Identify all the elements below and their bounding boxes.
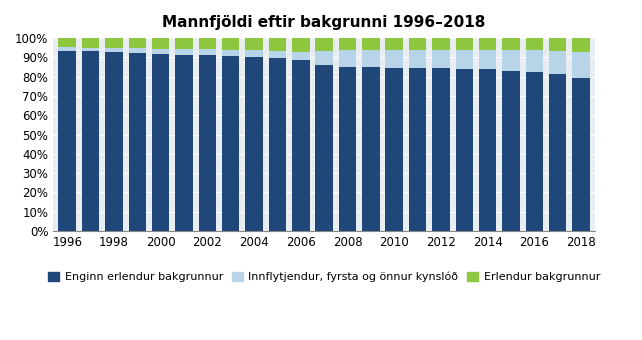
Bar <box>315 38 333 51</box>
Bar <box>526 72 543 231</box>
Bar <box>479 38 496 50</box>
Bar <box>128 48 146 53</box>
Bar <box>175 49 193 54</box>
Bar <box>502 71 520 231</box>
Bar <box>245 57 263 231</box>
Bar <box>222 56 239 231</box>
Bar <box>315 51 333 65</box>
Bar <box>82 38 100 48</box>
Bar <box>456 50 473 69</box>
Bar <box>456 69 473 231</box>
Bar <box>526 38 543 50</box>
Bar <box>502 38 520 50</box>
Bar <box>152 38 169 49</box>
Bar <box>362 50 379 67</box>
Legend: Enginn erlendur bakgrunnur, Innflytjendur, fyrsta og önnur kynslóð, Erlendur bak: Enginn erlendur bakgrunnur, Innflytjendu… <box>44 267 605 287</box>
Bar <box>409 38 426 50</box>
Bar <box>128 38 146 48</box>
Bar <box>269 51 286 58</box>
Bar <box>245 38 263 50</box>
Bar <box>128 53 146 231</box>
Bar <box>292 52 309 60</box>
Bar <box>339 50 356 67</box>
Bar <box>339 38 356 50</box>
Bar <box>222 50 239 56</box>
Title: Mannfjöldi eftir bakgrunni 1996–2018: Mannfjöldi eftir bakgrunni 1996–2018 <box>162 15 486 30</box>
Bar <box>502 50 520 71</box>
Bar <box>58 38 76 47</box>
Bar <box>152 49 169 54</box>
Bar <box>572 52 590 78</box>
Bar <box>152 54 169 231</box>
Bar <box>198 38 216 50</box>
Bar <box>339 67 356 231</box>
Bar <box>409 50 426 68</box>
Bar <box>245 50 263 57</box>
Bar <box>385 68 403 231</box>
Bar <box>222 38 239 50</box>
Bar <box>479 50 496 69</box>
Bar <box>409 68 426 231</box>
Bar <box>549 38 566 51</box>
Bar <box>432 50 449 68</box>
Bar <box>432 68 449 231</box>
Bar <box>432 38 449 50</box>
Bar <box>175 38 193 49</box>
Bar <box>105 52 123 231</box>
Bar <box>58 47 76 51</box>
Bar <box>198 50 216 55</box>
Bar <box>58 51 76 231</box>
Bar <box>456 38 473 50</box>
Bar <box>549 51 566 74</box>
Bar <box>526 50 543 72</box>
Bar <box>105 38 123 48</box>
Bar <box>315 65 333 231</box>
Bar <box>269 38 286 51</box>
Bar <box>175 54 193 231</box>
Bar <box>572 38 590 52</box>
Bar <box>82 51 100 231</box>
Bar <box>105 48 123 52</box>
Bar <box>385 50 403 68</box>
Bar <box>479 69 496 231</box>
Bar <box>82 48 100 51</box>
Bar <box>198 55 216 231</box>
Bar <box>292 60 309 231</box>
Bar <box>549 74 566 231</box>
Bar <box>362 67 379 231</box>
Bar <box>572 78 590 231</box>
Bar <box>269 58 286 231</box>
Bar <box>292 38 309 52</box>
Bar <box>385 38 403 50</box>
Bar <box>362 38 379 50</box>
